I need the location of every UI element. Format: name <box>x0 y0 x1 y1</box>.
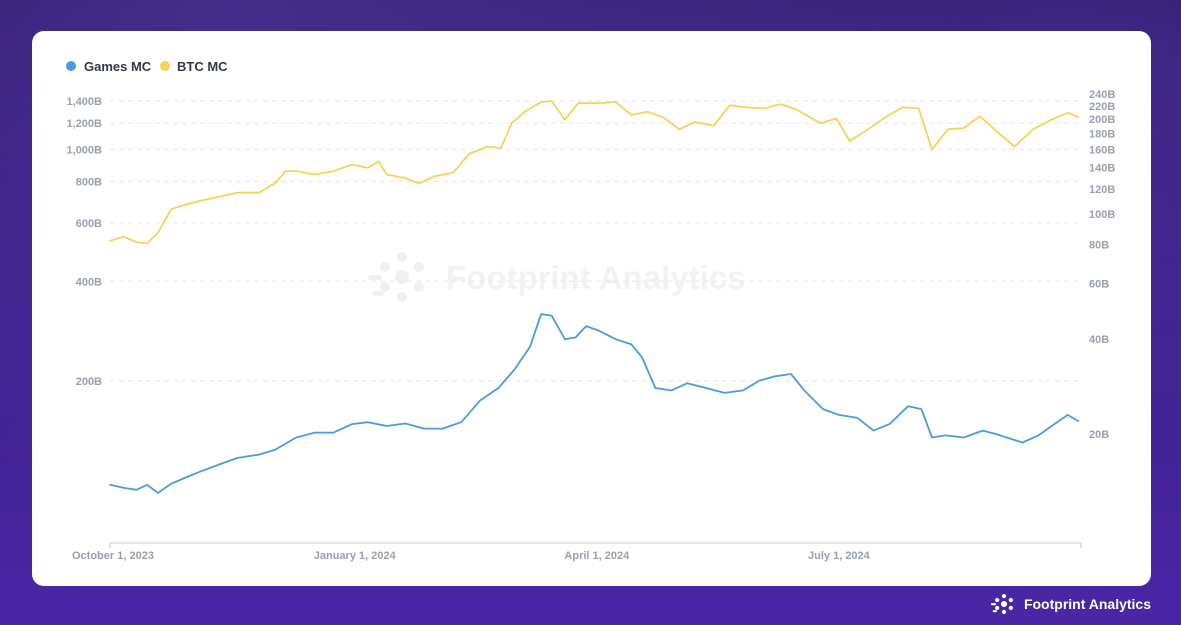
left-tick-label: 600B <box>76 218 102 230</box>
brand-name: Footprint Analytics <box>1023 596 1151 612</box>
watermark: Footprint Analytics <box>368 252 745 302</box>
right-tick-label: 80B <box>1089 239 1109 251</box>
right-tick-label: 40B <box>1089 334 1109 346</box>
left-tick-label: 200B <box>76 376 102 388</box>
legend-games-marker <box>66 61 76 71</box>
x-tick-label: January 1, 2024 <box>314 550 397 562</box>
legend-btc-label[interactable]: BTC MC <box>177 59 228 74</box>
x-tick-label: October 1, 2023 <box>72 550 154 562</box>
left-tick-label: 1,000B <box>67 144 103 156</box>
right-tick-label: 140B <box>1089 163 1115 175</box>
right-tick-label: 200B <box>1089 114 1115 126</box>
left-tick-label: 1,200B <box>67 118 103 130</box>
btc-mc-line[interactable] <box>109 100 1080 245</box>
left-tick-label: 1,400B <box>67 96 103 108</box>
right-tick-label: 60B <box>1089 279 1109 291</box>
legend[interactable]: Games MC BTC MC <box>66 59 228 74</box>
legend-btc-marker <box>160 61 170 71</box>
right-tick-label: 120B <box>1089 184 1115 196</box>
dual-axis-line-chart: Games MC BTC MC Footprint Analytics 200B… <box>66 59 1115 562</box>
left-tick-label: 800B <box>76 177 102 189</box>
footprint-logo-icon <box>990 594 1013 614</box>
right-tick-label: 240B <box>1089 89 1115 101</box>
series-lines <box>109 100 1080 494</box>
watermark-logo-icon <box>368 252 424 302</box>
right-tick-label: 220B <box>1089 101 1115 113</box>
x-axis: October 1, 2023 January 1, 2024 April 1, 2… <box>72 542 1082 562</box>
right-y-axis: 20B 40B 60B 80B 100B 120B 140B 160B 180B 200B220B… <box>1089 89 1115 441</box>
grid-lines <box>110 100 1081 382</box>
right-tick-label: 20B <box>1089 429 1109 441</box>
brand-logo: Footprint Analytics <box>990 591 1151 617</box>
x-tick-label: April 1, 2024 <box>564 550 630 562</box>
right-tick-label: 160B <box>1089 144 1115 156</box>
left-y-axis: 200B 400B 600B 800B 1,000B 1,200B 1,400B <box>67 96 103 388</box>
left-tick-label: 400B <box>76 276 102 288</box>
right-tick-label: 180B <box>1089 128 1115 140</box>
chart-card: Games MC BTC MC Footprint Analytics 200B… <box>32 31 1151 586</box>
x-tick-label: July 1, 2024 <box>808 550 871 562</box>
games-mc-line[interactable] <box>109 313 1080 494</box>
right-tick-label: 100B <box>1089 209 1115 221</box>
watermark-text: Footprint Analytics <box>446 259 745 296</box>
legend-games-label[interactable]: Games MC <box>84 59 152 74</box>
